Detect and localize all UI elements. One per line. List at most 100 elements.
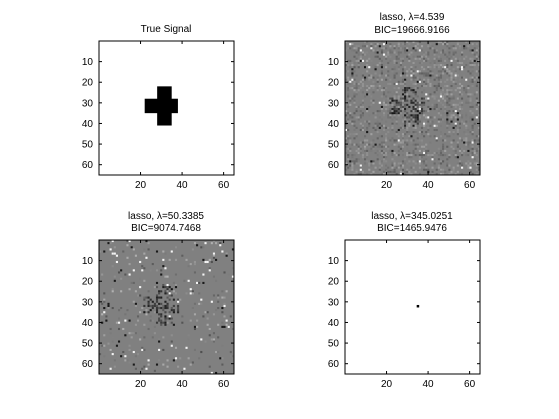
heatmap-cell	[361, 82, 364, 85]
heatmap-cell	[391, 158, 394, 161]
heatmap-cell	[385, 126, 388, 129]
heatmap-cell	[446, 95, 449, 98]
heatmap-cell	[446, 55, 449, 58]
heatmap-cell	[345, 61, 348, 65]
heatmap-cell	[463, 149, 466, 152]
heatmap-cell	[117, 317, 121, 320]
heatmap-cell	[397, 43, 400, 46]
heatmap-cell	[349, 160, 352, 163]
heatmap-cell	[120, 355, 123, 358]
heatmap-cell	[420, 156, 424, 159]
heatmap-cell	[363, 135, 367, 138]
heatmap-cell	[452, 45, 455, 48]
heatmap-cell	[378, 101, 381, 104]
heatmap-cell	[444, 170, 447, 173]
heatmap-cell	[395, 118, 398, 121]
heatmap-cell	[475, 84, 478, 88]
heatmap-cell	[107, 304, 110, 307]
heatmap-cell	[448, 164, 451, 167]
heatmap-cell	[433, 97, 436, 100]
heatmap-cell	[475, 103, 478, 106]
heatmap-cell	[427, 122, 430, 125]
heatmap-cell	[353, 80, 356, 83]
heatmap-cell	[458, 47, 462, 50]
heatmap-cell	[418, 72, 421, 75]
heatmap-cell	[219, 242, 222, 245]
heatmap-cell	[136, 353, 140, 356]
heatmap-cell	[105, 315, 108, 318]
heatmap-cell	[477, 64, 480, 67]
heatmap-cell	[395, 124, 398, 127]
heatmap-cell	[355, 168, 358, 171]
heatmap-cell	[372, 74, 375, 77]
heatmap-cell	[132, 350, 135, 354]
heatmap-cell	[347, 170, 350, 173]
heatmap-cell	[446, 41, 449, 44]
heatmap-cell	[406, 122, 409, 125]
heatmap-cell	[221, 307, 224, 310]
chart-title: True Signal	[141, 24, 192, 35]
heatmap-cell	[414, 76, 417, 79]
heatmap-cell	[368, 74, 371, 77]
heatmap-cell	[378, 45, 381, 48]
heatmap-cell	[439, 41, 443, 44]
heatmap-cell	[372, 170, 375, 173]
heatmap-cell	[420, 141, 424, 144]
heatmap-cell	[387, 53, 390, 56]
heatmap-cell	[385, 55, 388, 58]
heatmap-cell	[446, 84, 449, 88]
heatmap-cell	[351, 166, 354, 169]
heatmap-cell	[414, 82, 417, 85]
heatmap-cell	[444, 49, 447, 52]
heatmap-cell	[467, 93, 470, 96]
heatmap-cell	[382, 160, 386, 163]
x-tick-label: 20	[135, 379, 147, 390]
heatmap-cell	[166, 321, 169, 324]
heatmap-cell	[477, 126, 480, 129]
heatmap-cell	[475, 145, 478, 148]
heatmap-cell	[380, 89, 383, 92]
y-tick-label: 10	[328, 57, 340, 68]
heatmap-cell	[357, 145, 360, 148]
heatmap-cell	[368, 122, 371, 125]
heatmap-cell	[164, 307, 167, 310]
heatmap-cell	[420, 108, 424, 111]
heatmap-cell	[433, 151, 436, 155]
heatmap-cell	[170, 334, 173, 337]
heatmap-cell	[353, 87, 356, 90]
heatmap-cell	[433, 108, 436, 111]
heatmap-cell	[418, 114, 421, 117]
heatmap-cell	[357, 53, 360, 56]
heatmap-cell	[454, 80, 457, 83]
heatmap-cell	[111, 307, 114, 310]
heatmap-cell	[414, 91, 417, 94]
heatmap-cell	[166, 292, 169, 295]
heatmap-cell	[391, 70, 394, 73]
heatmap-cell	[461, 139, 464, 142]
heatmap-cell	[111, 290, 114, 293]
heatmap-cell	[397, 108, 400, 111]
heatmap-cell	[221, 321, 224, 324]
heatmap-cell	[359, 114, 362, 117]
heatmap-cell	[382, 43, 386, 46]
heatmap-cell	[463, 45, 466, 48]
heatmap-cell	[454, 74, 457, 77]
heatmap-cell	[363, 120, 367, 123]
heatmap-cell	[393, 151, 396, 155]
nonzero-point	[416, 304, 420, 308]
heatmap-cell	[349, 114, 352, 117]
heatmap-cell	[465, 47, 468, 50]
heatmap-cell	[380, 64, 383, 67]
heatmap-cell	[357, 82, 360, 85]
heatmap-cell	[351, 49, 354, 52]
heatmap-cell	[420, 105, 424, 108]
heatmap-cell	[461, 151, 464, 155]
heatmap-cell	[359, 145, 362, 148]
heatmap-cell	[134, 302, 137, 305]
x-tick-label: 40	[177, 180, 189, 191]
heatmap-cell	[446, 158, 449, 161]
heatmap-cell	[374, 41, 377, 44]
heatmap-cell	[412, 166, 415, 169]
heatmap-cell	[456, 143, 459, 146]
heatmap-cell	[177, 365, 180, 368]
